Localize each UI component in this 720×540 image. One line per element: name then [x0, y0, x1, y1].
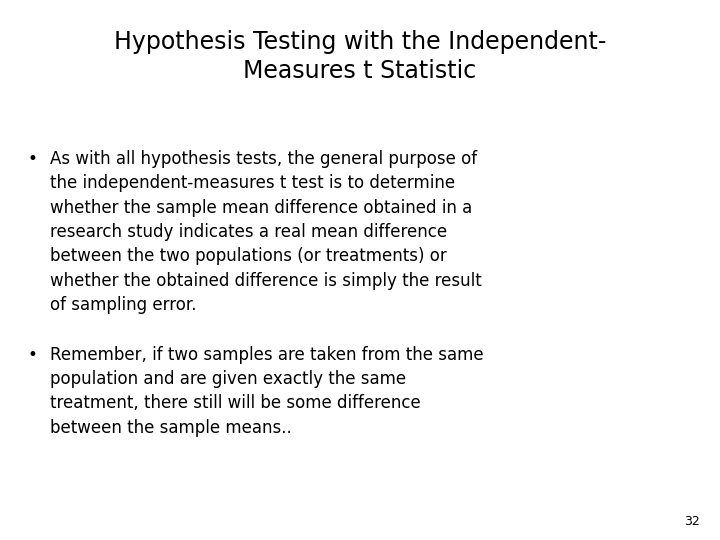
Text: 32: 32	[684, 515, 700, 528]
Text: •: •	[28, 346, 38, 364]
Text: •: •	[28, 150, 38, 168]
Text: Hypothesis Testing with the Independent-
Measures t Statistic: Hypothesis Testing with the Independent-…	[114, 30, 606, 83]
Text: Remember, if two samples are taken from the same
population and are given exactl: Remember, if two samples are taken from …	[50, 346, 484, 437]
Text: As with all hypothesis tests, the general purpose of
the independent-measures t : As with all hypothesis tests, the genera…	[50, 150, 482, 314]
